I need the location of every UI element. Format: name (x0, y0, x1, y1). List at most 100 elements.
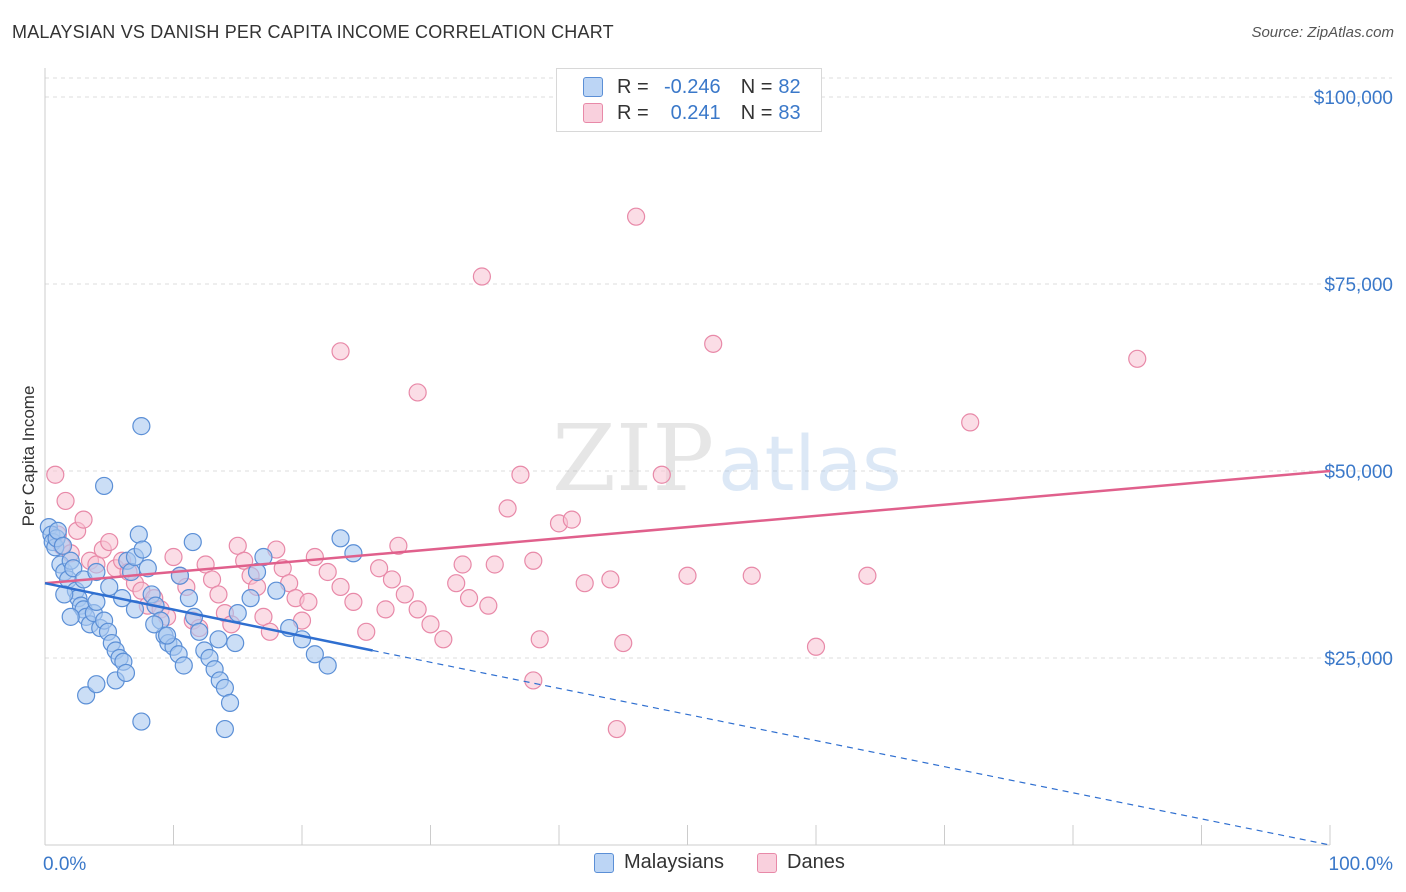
bottom-legend-danes: Danes (757, 851, 845, 874)
danes-point (202, 570, 222, 589)
legend-n-value: 83 (778, 101, 801, 124)
malaysians-point (64, 559, 83, 578)
danes-point (370, 559, 389, 578)
malaysians-point (344, 544, 363, 563)
danes-point (858, 566, 877, 585)
watermark-zip: ZIP (552, 405, 714, 512)
danes-trend-line (44, 469, 1331, 585)
danes-point (607, 719, 626, 739)
malaysians-point (87, 675, 106, 694)
legend-row-danes: R = 0.241 N = 83 (583, 100, 801, 126)
danes-point (704, 334, 723, 353)
danes-point (299, 592, 318, 612)
danes-point (389, 536, 408, 555)
danes-point (530, 630, 549, 649)
malaysians-point (95, 476, 114, 496)
malaysians-trend-extension (372, 649, 1331, 846)
malaysians-point (132, 712, 151, 731)
legend-n-label: N = (740, 75, 773, 98)
x-tick-label-max: 100.0% (1329, 854, 1394, 875)
legend-n-value: 82 (778, 75, 801, 98)
malaysians-point (157, 626, 177, 645)
danes-point (434, 630, 453, 649)
malaysians-point (183, 532, 202, 552)
malaysians-point (190, 622, 209, 641)
danes-point (395, 585, 414, 604)
danes-point (344, 592, 363, 612)
danes-point (209, 585, 228, 604)
danes-point (453, 555, 472, 574)
danes-point (254, 607, 273, 626)
danes-point (742, 566, 761, 585)
danes-point (408, 600, 427, 619)
watermark: ZIP atlas (552, 405, 902, 512)
malaysians-point (53, 536, 73, 555)
danes-point (56, 491, 75, 511)
danes-point (511, 465, 530, 484)
legend-r-value: 0.241 (670, 101, 721, 124)
danes-point (357, 622, 376, 641)
malaysians-point (121, 562, 141, 582)
danes-point (100, 532, 119, 552)
legend-r-value: -0.246 (663, 75, 721, 98)
danes-point (228, 536, 247, 555)
malaysians-point (209, 630, 228, 649)
chart-title: MALAYSIAN VS DANISH PER CAPITA INCOME CO… (12, 22, 614, 42)
danes-point (678, 566, 697, 585)
danes-point (806, 637, 826, 656)
danes-point (164, 547, 183, 567)
legend-r-label: R = (617, 101, 649, 124)
malaysians-point (132, 417, 151, 436)
danes-point (961, 413, 980, 432)
danes-point (447, 574, 466, 593)
x-tick-labels: 0.0% 100.0% (43, 854, 1393, 875)
danes-point (601, 570, 620, 589)
bottom-legend-swatch-danes (757, 852, 777, 873)
danes-point (652, 465, 671, 484)
watermark-atlas: atlas (718, 419, 902, 508)
x-tick-label-min: 0.0% (43, 854, 86, 875)
malaysians-point (228, 604, 247, 623)
bottom-legend-label-danes: Danes (787, 851, 845, 873)
malaysians-point (318, 656, 337, 675)
malaysians-point (138, 559, 157, 578)
malaysians-point (241, 589, 260, 608)
source-label: Source: ZipAtlas.com (1251, 24, 1394, 41)
bottom-legend-malaysians: Malaysians (594, 851, 724, 874)
malaysians-point (292, 630, 312, 649)
danes-point (74, 510, 93, 529)
danes-point (318, 562, 337, 582)
legend-swatch-danes (583, 103, 603, 123)
danes-point (614, 633, 633, 653)
danes-point (626, 207, 646, 226)
danes-point (524, 551, 543, 570)
danes-point (472, 267, 491, 286)
danes-point (376, 600, 395, 619)
malaysians-point (331, 529, 350, 548)
correlation-legend: R = -0.246 N = 82 R = 0.241 N = 83 (556, 68, 822, 132)
malaysians-point (254, 547, 273, 567)
malaysians-points (39, 417, 363, 739)
malaysians-point (179, 589, 199, 608)
danes-point (421, 615, 440, 634)
y-axis-label: Per Capita Income (19, 386, 38, 527)
danes-point (305, 547, 324, 567)
axes (44, 68, 1331, 846)
legend-row-malaysians: R = -0.246 N = 82 (583, 74, 801, 100)
legend-r-label: R = (617, 75, 649, 98)
y-tick-label: $75,000 (1324, 275, 1393, 296)
danes-point (331, 577, 350, 597)
malaysians-point (87, 562, 106, 582)
malaysians-point (77, 686, 96, 705)
y-tick-labels: $25,000 $50,000 $75,000 $100,000 (1314, 88, 1393, 670)
legend-swatch-malaysians (583, 77, 603, 97)
trend-lines (44, 469, 1331, 846)
danes-point (46, 465, 65, 484)
bottom-legend-label-malaysians: Malaysians (624, 851, 725, 873)
malaysians-point (61, 607, 80, 626)
y-tick-label: $50,000 (1324, 462, 1393, 483)
danes-point (1128, 349, 1147, 368)
danes-point (524, 671, 543, 690)
malaysians-point (267, 581, 286, 600)
y-tick-label: $25,000 (1324, 649, 1393, 670)
